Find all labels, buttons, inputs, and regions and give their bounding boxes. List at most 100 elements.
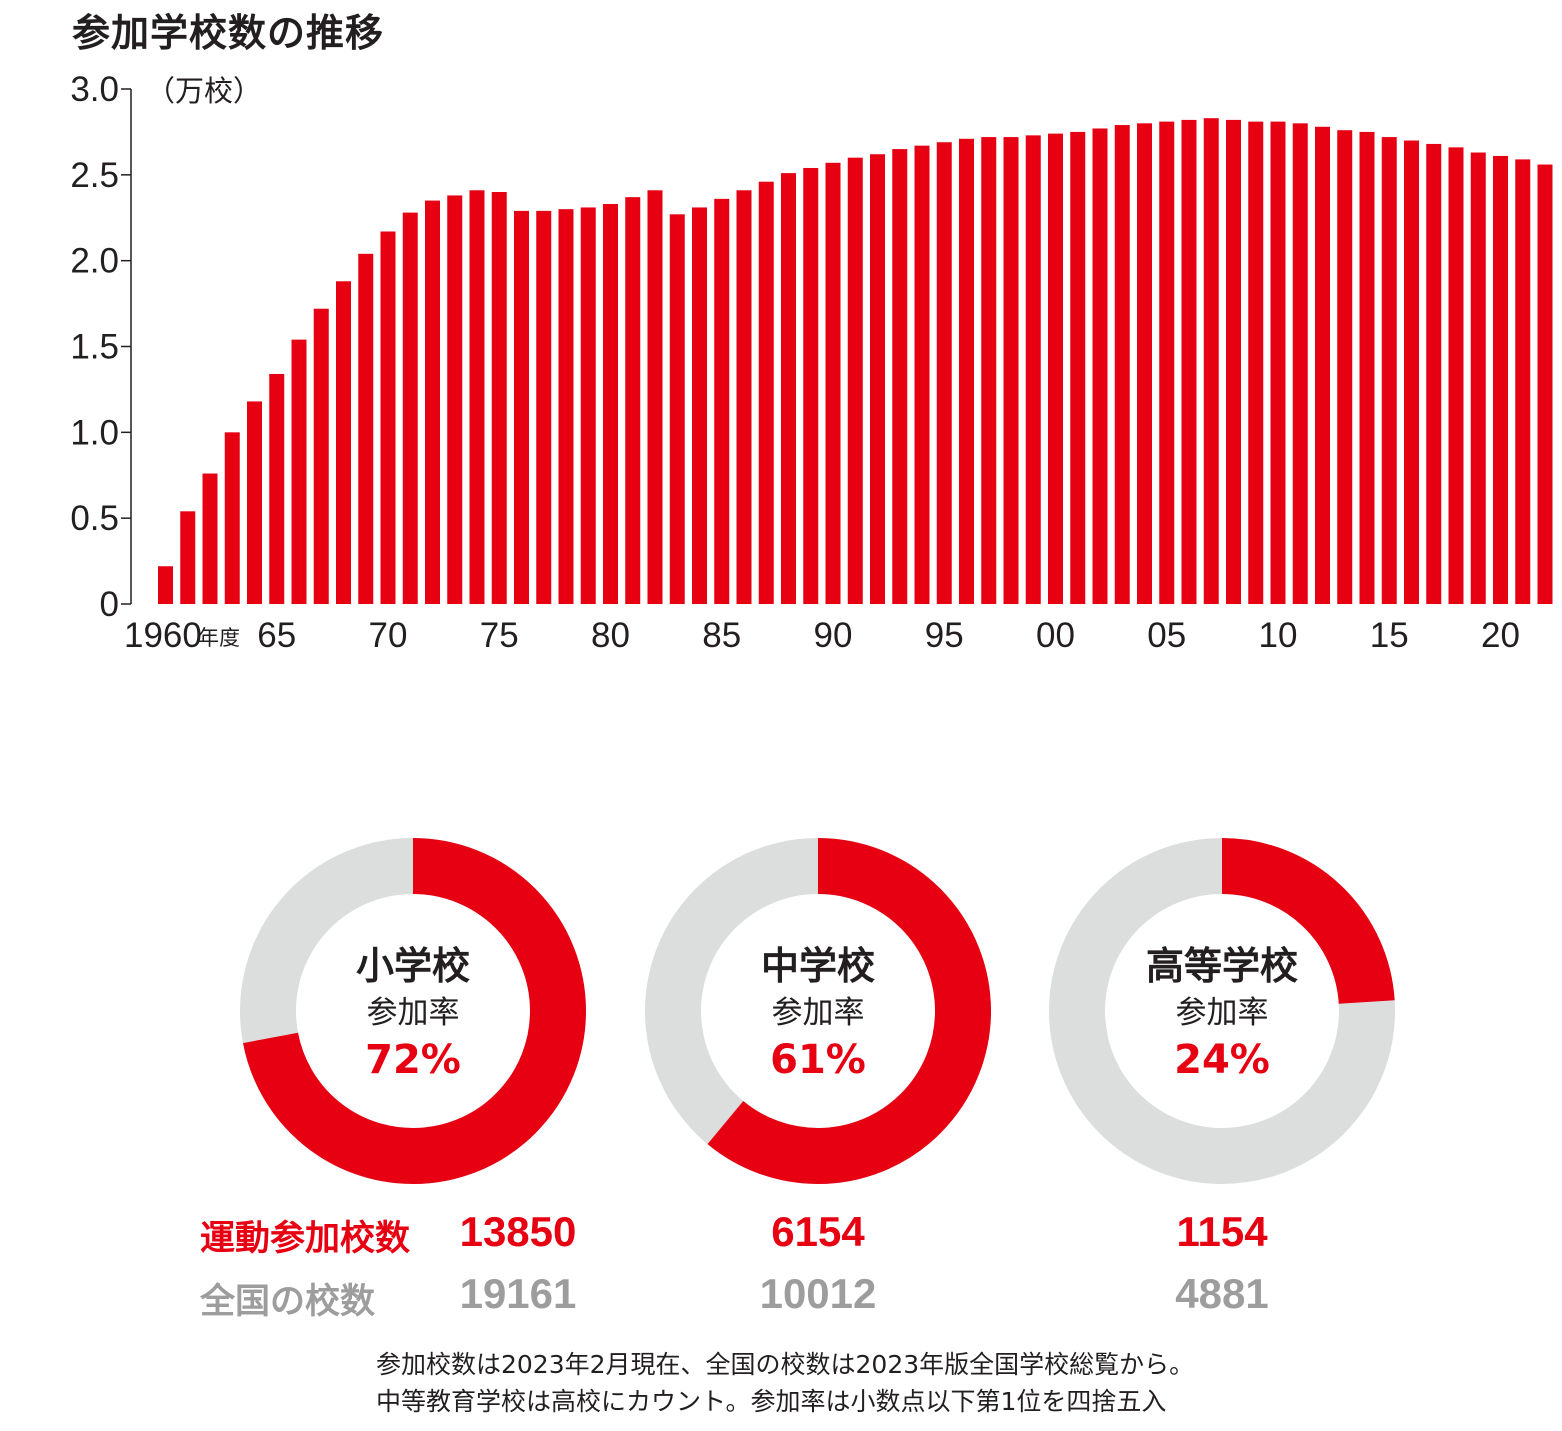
footnote-line-1: 参加校数は2023年2月現在、全国の校数は2023年版全国学校総覧から。 <box>376 1350 1195 1379</box>
x-tick-label: 75 <box>480 616 519 655</box>
donut-label-high-school: 高等学校 参加率 24% <box>1102 942 1342 1084</box>
bar-1965 <box>269 373 285 604</box>
bar-1997 <box>981 137 997 605</box>
x-tick-label: 10 <box>1259 616 1298 655</box>
bar-1966 <box>291 339 307 604</box>
bar-1993 <box>892 149 908 605</box>
bar-1986 <box>736 190 752 605</box>
x-tick-label: 80 <box>591 616 630 655</box>
rate-value: 24% <box>1174 1037 1270 1083</box>
bar-1992 <box>870 154 885 604</box>
y-axis: 0 0.5 1.0 1.5 2.0 2.5 3.0 （万校） <box>70 70 262 624</box>
donut-participating-junior-high <box>645 838 991 1184</box>
bar-1964 <box>247 401 262 604</box>
bar-2005 <box>1159 121 1175 604</box>
total-count-junior-high: 10012 <box>759 1270 877 1317</box>
y-tick-label: 3.0 <box>70 70 119 109</box>
y-tick-label: 1.0 <box>70 413 119 452</box>
x-tick-label: 20 <box>1481 616 1520 655</box>
x-tick-label: 15 <box>1370 616 1409 655</box>
bar-1989 <box>803 167 819 604</box>
bar-2003 <box>1114 125 1130 605</box>
total-count-high-school: 4881 <box>1175 1270 1269 1317</box>
bar-2013 <box>1337 130 1353 604</box>
x-tick-label: 1960 <box>124 616 202 655</box>
x-tick-label: 70 <box>369 616 408 655</box>
bar-1977 <box>536 210 552 604</box>
total-count-elementary: 19161 <box>459 1270 577 1317</box>
bar-1974 <box>469 190 485 605</box>
bar-1996 <box>959 138 974 605</box>
participating-count-elementary: 13850 <box>459 1208 577 1255</box>
bar-1971 <box>402 212 418 604</box>
x-axis-unit: 年度 <box>198 626 240 650</box>
bar-2011 <box>1292 123 1308 604</box>
bar-1962 <box>202 473 218 604</box>
bar-1985 <box>714 198 730 604</box>
bar-1967 <box>313 308 329 604</box>
participating-count-junior-high: 6154 <box>771 1208 865 1255</box>
x-tick-label: 85 <box>702 616 741 655</box>
bar-1970 <box>380 231 396 604</box>
bar-1983 <box>669 214 685 605</box>
rate-label: 参加率 <box>1175 995 1269 1031</box>
bar-1978 <box>558 209 574 604</box>
x-tick-label: 65 <box>257 616 296 655</box>
bar-1994 <box>914 145 930 604</box>
bar-1979 <box>580 207 596 604</box>
bar-2009 <box>1248 121 1264 604</box>
participating-count-label: 運動参加校数 <box>200 1219 411 1259</box>
y-tick-label: 2.5 <box>70 156 119 195</box>
y-tick-label: 1.5 <box>70 328 119 367</box>
bar-2006 <box>1181 119 1197 605</box>
bar-2017 <box>1426 143 1442 604</box>
bar-2010 <box>1270 121 1286 604</box>
bar-2014 <box>1359 131 1375 604</box>
y-axis-unit: （万校） <box>146 74 262 108</box>
x-tick-label: 95 <box>925 616 964 655</box>
school-type-name: 中学校 <box>760 944 875 988</box>
bar-1990 <box>825 162 841 605</box>
x-tick-label: 00 <box>1036 616 1075 655</box>
bar-2000 <box>1048 133 1063 604</box>
x-tick-label: 90 <box>814 616 853 655</box>
bar-2007 <box>1203 118 1219 604</box>
bar-1987 <box>758 181 774 604</box>
bar-1995 <box>936 142 952 604</box>
bar-2022 <box>1537 164 1553 605</box>
bar-1981 <box>625 197 641 604</box>
bar-1963 <box>224 432 240 604</box>
bar-2008 <box>1226 119 1241 605</box>
bar-1998 <box>1003 137 1019 605</box>
bar-1968 <box>336 281 351 604</box>
bar-2016 <box>1404 140 1419 604</box>
bar-1969 <box>358 253 374 605</box>
bar-1972 <box>425 200 440 605</box>
donut-participating-elementary <box>240 838 586 1184</box>
bar-1991 <box>847 157 863 604</box>
bar-1975 <box>491 192 507 604</box>
bar-2012 <box>1315 126 1330 605</box>
bars <box>158 118 1553 605</box>
school-type-name: 小学校 <box>355 944 470 988</box>
y-tick-label: 0 <box>100 585 119 624</box>
bar-2001 <box>1070 131 1086 604</box>
rate-value: 61% <box>770 1037 866 1083</box>
footnote: 参加校数は2023年2月現在、全国の校数は2023年版全国学校総覧から。 中等教… <box>376 1346 1194 1420</box>
bar-2004 <box>1137 123 1152 604</box>
chart-title: 参加学校数の推移 <box>72 11 385 55</box>
bar-1982 <box>647 190 663 605</box>
rate-label: 参加率 <box>366 995 460 1031</box>
participating-count-high-school: 1154 <box>1176 1208 1268 1255</box>
total-count-label: 全国の校数 <box>200 1282 376 1322</box>
bar-2002 <box>1092 128 1108 604</box>
school-type-name: 高等学校 <box>1145 944 1298 988</box>
rate-value: 72% <box>365 1037 461 1083</box>
bar-2018 <box>1448 147 1464 604</box>
bar-1984 <box>692 207 707 604</box>
bar-2019 <box>1470 152 1486 604</box>
bar-1973 <box>447 195 463 604</box>
